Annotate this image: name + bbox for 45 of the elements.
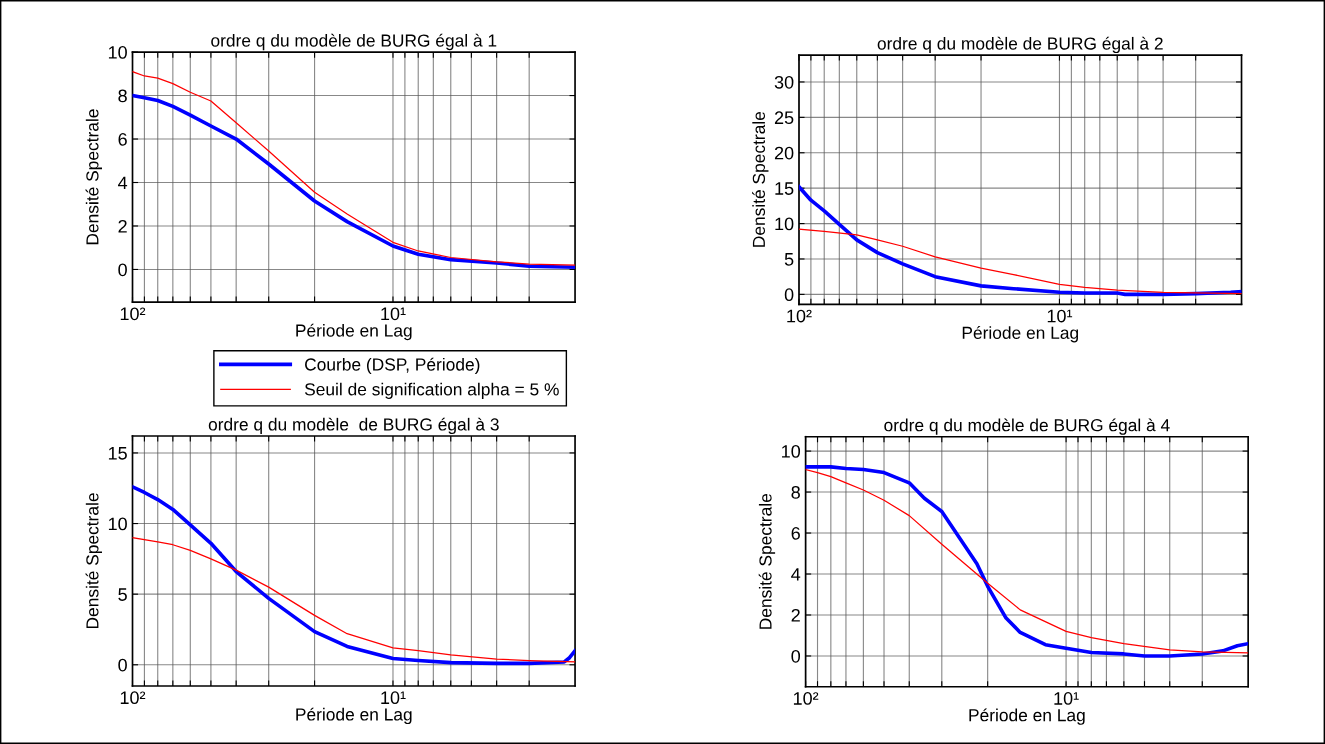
x-tick-label: 10² [787, 309, 812, 323]
y-tick-label: 2 [118, 219, 127, 233]
x-tick-label: 10¹ [1054, 692, 1079, 705]
y-tick-label: 30 [774, 75, 794, 89]
x-axis-title: Période en Lag [296, 323, 412, 341]
y-tick-label: 10 [108, 46, 127, 59]
y-tick-label: 0 [118, 263, 127, 277]
y-tick-label: 20 [774, 146, 794, 160]
y-tick-label: 5 [118, 588, 127, 601]
x-axis-title: Période en Lag [296, 707, 412, 725]
y-tick-label: 25 [774, 111, 794, 125]
x-tick-label: 10² [793, 692, 819, 705]
chart-title: ordre q du modèle de BURG égal à 2 [877, 36, 1163, 54]
chart-title: ordre q du modèle de BURG égal à 4 [884, 418, 1170, 435]
x-tick-label: 10¹ [1047, 309, 1073, 323]
y-axis-title: Densité Spectrale [758, 493, 776, 629]
chart-title: ordre q du modèle de BURG égal à 1 [211, 33, 497, 51]
x-axis-title: Période en Lag [962, 325, 1079, 343]
y-tick-label: 6 [791, 526, 800, 540]
y-tick-label: 15 [775, 182, 794, 195]
y-tick-label: 0 [791, 649, 801, 663]
y-tick-label: 10 [775, 217, 794, 231]
x-axis-title: Période en Lag [969, 708, 1085, 725]
y-axis-title: Densité Spectrale [85, 493, 102, 629]
y-tick-label: 4 [791, 568, 801, 581]
y-tick-label: 10 [108, 517, 127, 531]
x-tick-label: 10² [120, 691, 146, 705]
y-tick-label: 0 [118, 658, 127, 672]
legend-label: Courbe (DSP, Période) [305, 357, 480, 375]
y-tick-label: 10 [782, 445, 801, 458]
y-tick-label: 8 [791, 485, 800, 499]
y-tick-label: 0 [784, 288, 794, 302]
x-tick-label: 10² [120, 307, 146, 321]
y-tick-label: 4 [118, 176, 128, 190]
y-axis-title: Densité Spectrale [752, 111, 769, 247]
y-tick-label: 2 [791, 608, 800, 622]
y-tick-label: 8 [118, 89, 127, 103]
y-tick-label: 6 [118, 132, 127, 146]
y-tick-label: 5 [784, 253, 794, 266]
legend-label: Seuil de signification alpha = 5 % [304, 382, 559, 399]
x-tick-label: 10¹ [381, 691, 406, 705]
y-axis-title: Densité Spectrale [85, 109, 102, 245]
chart-title: ordre q du modèle de BURG égal à 3 [208, 417, 499, 435]
y-tick-label: 15 [108, 447, 127, 460]
x-tick-label: 10¹ [381, 307, 406, 321]
